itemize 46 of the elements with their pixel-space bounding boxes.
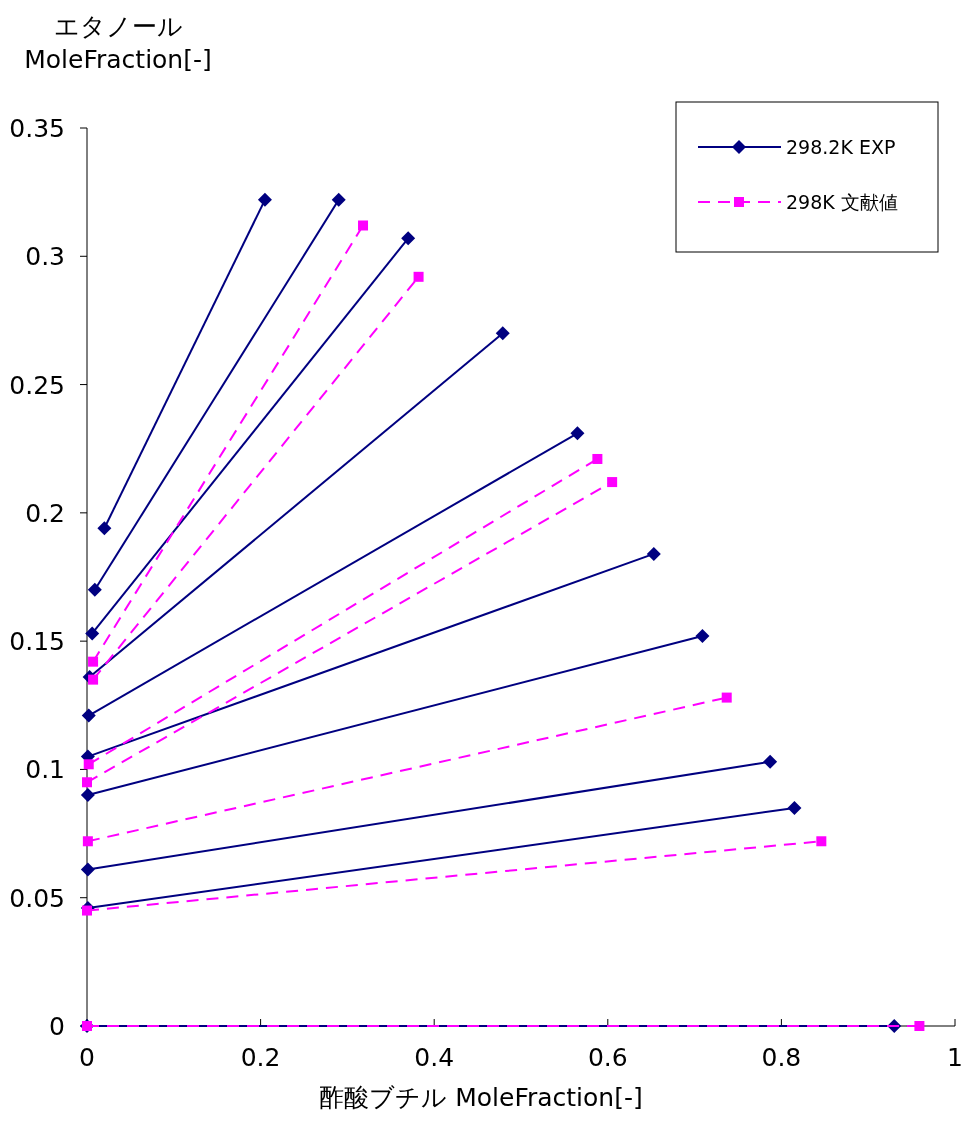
x-tick-label: 1 (947, 1043, 963, 1072)
point (816, 836, 827, 847)
point (592, 453, 603, 464)
point (82, 777, 92, 788)
x-tick-label: 0 (79, 1043, 95, 1072)
point (358, 220, 369, 231)
x-tick-label: 0.2 (240, 1043, 281, 1072)
point (495, 326, 510, 341)
point (87, 582, 102, 597)
point (787, 800, 802, 815)
x-tick-label: 0.6 (587, 1043, 628, 1072)
y-tick-label: 0.25 (9, 370, 65, 400)
point (331, 192, 346, 207)
x-tick-label: 0.8 (761, 1043, 802, 1072)
point (695, 629, 710, 644)
point (80, 788, 95, 803)
point (570, 426, 585, 441)
y-tick-label: 0.35 (9, 114, 65, 143)
point (88, 674, 99, 685)
y-tick-label: 0.05 (9, 883, 65, 913)
y-axis-title: エタノール MoleFraction[-] (24, 12, 212, 74)
point (607, 477, 618, 488)
point (82, 905, 92, 916)
point (401, 231, 416, 246)
x-axis-title: 酢酸ブチル MoleFraction[-] (319, 1083, 643, 1112)
point (88, 656, 99, 667)
point (646, 546, 661, 561)
point (80, 862, 95, 877)
legend-label: 298.2K EXP (786, 136, 896, 158)
point (83, 759, 94, 770)
y-tick-label: 0.1 (25, 755, 65, 785)
point (763, 754, 778, 769)
point (85, 626, 100, 641)
legend-label: 298K 文献値 (786, 191, 898, 213)
point (914, 1021, 925, 1031)
point (81, 708, 96, 723)
point (82, 836, 93, 847)
point (97, 521, 112, 536)
y-tick-label: 0 (49, 1012, 65, 1041)
y-tick-label: 0.3 (25, 242, 65, 272)
point (413, 271, 424, 282)
x-tick-label: 0.4 (414, 1043, 455, 1072)
y-tick-label: 0.15 (9, 627, 65, 657)
point (721, 692, 732, 703)
y-tick-label: 0.2 (25, 498, 65, 528)
point (257, 192, 272, 207)
